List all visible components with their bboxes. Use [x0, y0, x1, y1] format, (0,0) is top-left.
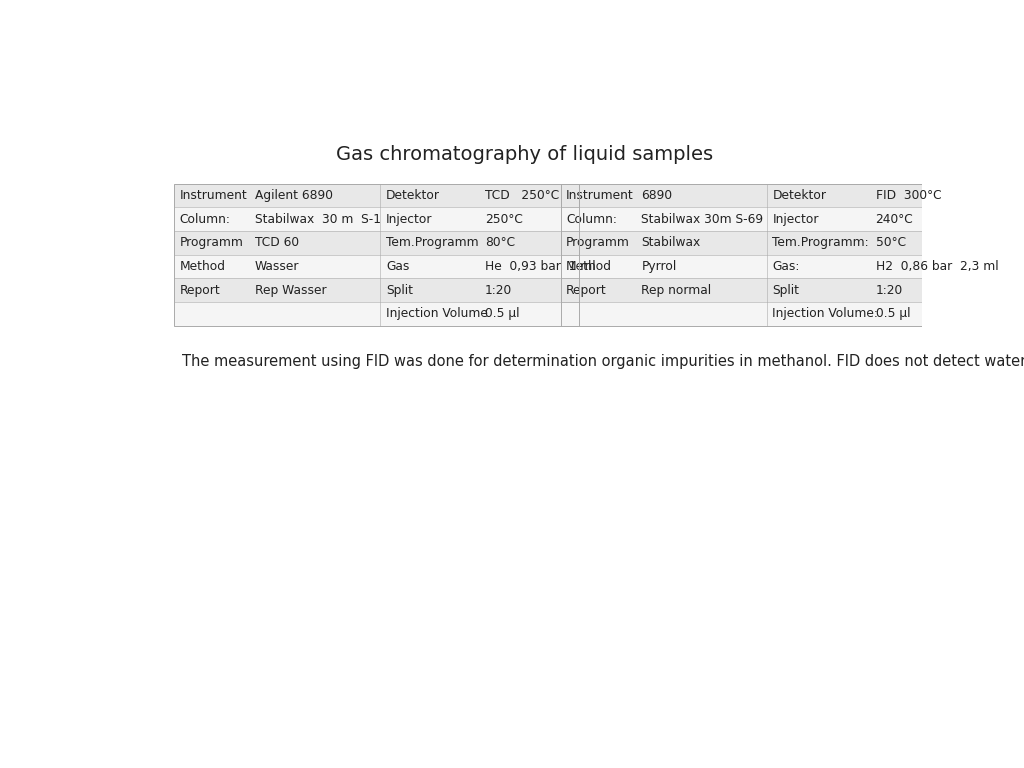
Text: Instrument: Instrument — [566, 189, 634, 202]
Text: Stabilwax: Stabilwax — [641, 237, 700, 250]
Text: Programm: Programm — [179, 237, 244, 250]
Bar — [174, 279, 579, 302]
Text: Rep Wasser: Rep Wasser — [255, 283, 327, 296]
Text: Gas:: Gas: — [772, 260, 800, 273]
Text: Rep normal: Rep normal — [641, 283, 712, 296]
Bar — [560, 184, 981, 326]
Text: 80°C: 80°C — [485, 237, 515, 250]
Bar — [560, 255, 981, 279]
Text: The measurement using FID was done for determination organic impurities in metha: The measurement using FID was done for d… — [182, 354, 1024, 369]
Bar — [174, 231, 579, 255]
Text: Report: Report — [179, 283, 220, 296]
Text: Method: Method — [179, 260, 225, 273]
Text: Programm: Programm — [566, 237, 630, 250]
Bar — [560, 279, 981, 302]
Bar — [174, 302, 579, 326]
Text: Detektor: Detektor — [386, 189, 440, 202]
Text: Column:: Column: — [566, 213, 616, 226]
Text: Stabilwax  30 m  S-1: Stabilwax 30 m S-1 — [255, 213, 381, 226]
Text: 1:20: 1:20 — [485, 283, 512, 296]
Bar — [560, 207, 981, 231]
Text: 1:20: 1:20 — [876, 283, 903, 296]
Text: He  0,93 bar  1 ml: He 0,93 bar 1 ml — [485, 260, 596, 273]
Text: Method: Method — [566, 260, 612, 273]
Text: Wasser: Wasser — [255, 260, 299, 273]
Text: FID  300°C: FID 300°C — [876, 189, 941, 202]
Text: Split: Split — [772, 283, 800, 296]
Text: Instrument: Instrument — [179, 189, 248, 202]
Text: 240°C: 240°C — [876, 213, 913, 226]
Text: Agilent 6890: Agilent 6890 — [255, 189, 333, 202]
Bar — [560, 184, 981, 207]
Text: 6890: 6890 — [641, 189, 673, 202]
Text: H2  0,86 bar  2,3 ml: H2 0,86 bar 2,3 ml — [876, 260, 998, 273]
Text: Injection Volume:: Injection Volume: — [772, 307, 879, 320]
Bar — [560, 302, 981, 326]
Bar — [174, 255, 579, 279]
Text: Tem.Programm:: Tem.Programm: — [772, 237, 869, 250]
Bar — [560, 231, 981, 255]
Text: Stabilwax 30m S-69: Stabilwax 30m S-69 — [641, 213, 764, 226]
Text: 0.5 μl: 0.5 μl — [485, 307, 519, 320]
Text: Pyrrol: Pyrrol — [641, 260, 677, 273]
Text: 50°C: 50°C — [876, 237, 905, 250]
Text: Column:: Column: — [179, 213, 230, 226]
Text: 250°C: 250°C — [485, 213, 523, 226]
Text: Injection Volume: Injection Volume — [386, 307, 487, 320]
Text: 0.5 μl: 0.5 μl — [876, 307, 910, 320]
Text: Gas: Gas — [386, 260, 410, 273]
Text: TCD 60: TCD 60 — [255, 237, 299, 250]
Text: TCD   250°C: TCD 250°C — [485, 189, 559, 202]
Bar — [174, 207, 579, 231]
Bar — [174, 184, 579, 326]
Text: Report: Report — [566, 283, 607, 296]
Text: Split: Split — [386, 283, 413, 296]
Bar — [174, 184, 579, 207]
Text: Injector: Injector — [386, 213, 432, 226]
Text: Gas chromatography of liquid samples: Gas chromatography of liquid samples — [336, 144, 714, 164]
Text: Tem.Programm: Tem.Programm — [386, 237, 478, 250]
Text: Injector: Injector — [772, 213, 819, 226]
Text: Detektor: Detektor — [772, 189, 826, 202]
